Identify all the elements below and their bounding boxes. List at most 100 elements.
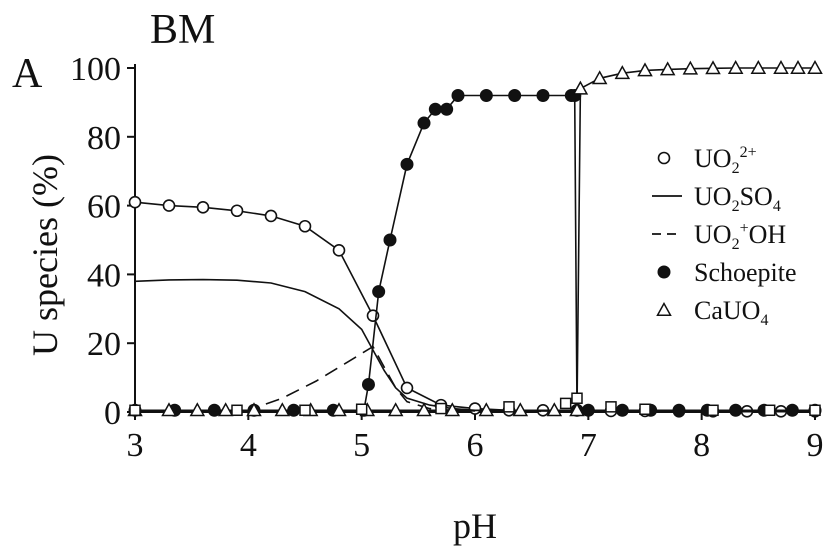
legend-label: UO22+ [694, 144, 757, 177]
data-point [546, 402, 563, 417]
data-point [559, 397, 572, 410]
data-point [299, 404, 311, 417]
data-point [478, 402, 495, 417]
data-point [809, 404, 821, 417]
data-point [581, 403, 595, 417]
data-point [400, 381, 414, 395]
data-point [129, 404, 141, 417]
data-point [440, 102, 454, 116]
legend-swatch [657, 265, 671, 279]
data-point [162, 199, 176, 212]
data-point [591, 70, 608, 85]
legend-label: UO2+OH [694, 220, 786, 253]
data-point [729, 403, 743, 417]
data-point [503, 401, 515, 413]
legend-entry: Schoepite [657, 258, 797, 287]
x-tick-label: 3 [127, 427, 144, 464]
data-point [332, 244, 346, 257]
x-tick-label: 6 [467, 427, 484, 464]
legend-swatch [656, 301, 672, 316]
x-tick-label: 8 [693, 427, 710, 464]
data-point [468, 402, 482, 415]
data-point [536, 89, 550, 103]
data-point [451, 89, 465, 103]
y-tick-label: 80 [87, 120, 121, 157]
data-point [659, 61, 676, 76]
panel-title: BM [150, 7, 216, 53]
data-point [416, 402, 432, 417]
y-tick-label: 60 [87, 189, 121, 226]
y-tick-label: 40 [87, 257, 121, 294]
data-point [637, 62, 653, 77]
x-tick-label: 9 [807, 427, 824, 464]
data-point [639, 403, 651, 415]
data-point [246, 402, 262, 417]
y-tick-label: 0 [104, 395, 121, 432]
series-5 [129, 392, 821, 417]
data-point [790, 59, 806, 74]
series-2 [134, 345, 815, 413]
data-point [217, 402, 234, 417]
x-tick-label: 4 [240, 427, 257, 464]
data-point [189, 402, 206, 417]
legend: UO22+ UO2SO4 UO2+OH Schoepite CaUO4 [652, 144, 797, 329]
data-point [571, 392, 583, 404]
y-tick-label: 100 [70, 51, 121, 88]
data-point [605, 401, 617, 413]
series-3 [128, 89, 822, 417]
panel-letter: A [12, 51, 43, 97]
data-point [372, 285, 386, 299]
data-point [444, 402, 461, 417]
data-point [727, 59, 744, 74]
data-point [508, 89, 522, 103]
data-point [569, 402, 585, 417]
data-point [682, 60, 699, 75]
data-point [479, 89, 493, 103]
legend-entry: UO2+OH [652, 220, 786, 253]
data-point [298, 219, 312, 233]
data-point [572, 80, 589, 95]
data-point [355, 403, 368, 415]
data-point [331, 402, 347, 417]
data-point [707, 404, 719, 417]
legend-entry: CaUO4 [656, 296, 768, 329]
data-point [231, 404, 243, 417]
data-point [161, 402, 177, 417]
data-point [196, 201, 210, 214]
x-axis-label: pH [453, 506, 497, 546]
data-point [807, 59, 823, 74]
x-tick-label: 7 [580, 427, 597, 464]
x-tick-label: 5 [353, 427, 370, 464]
legend-entry: UO2SO4 [652, 182, 781, 215]
legend-label: CaUO4 [694, 296, 768, 329]
data-point [773, 59, 789, 74]
y-tick-label: 20 [87, 326, 121, 363]
data-point [435, 402, 447, 415]
data-point [387, 402, 404, 417]
data-point [417, 116, 431, 130]
data-point [512, 402, 529, 417]
series-4 [127, 59, 823, 417]
legend-swatch [657, 151, 671, 165]
series-line [135, 94, 815, 412]
data-point [614, 65, 631, 80]
data-point [615, 403, 629, 417]
data-point [763, 404, 776, 417]
legend-label: Schoepite [694, 258, 797, 287]
legend-entry: UO22+ [657, 144, 757, 177]
data-point [128, 195, 142, 209]
series-line [134, 345, 815, 413]
series-line [135, 67, 815, 412]
data-point [361, 377, 375, 391]
data-point [428, 102, 442, 116]
data-point [274, 402, 291, 417]
series-layer [127, 59, 823, 418]
legend-label: UO2SO4 [694, 182, 781, 215]
data-point [383, 233, 397, 247]
data-point [785, 403, 799, 417]
data-point [264, 209, 278, 223]
data-point [750, 59, 767, 74]
data-point [400, 157, 414, 171]
data-point [705, 60, 721, 75]
